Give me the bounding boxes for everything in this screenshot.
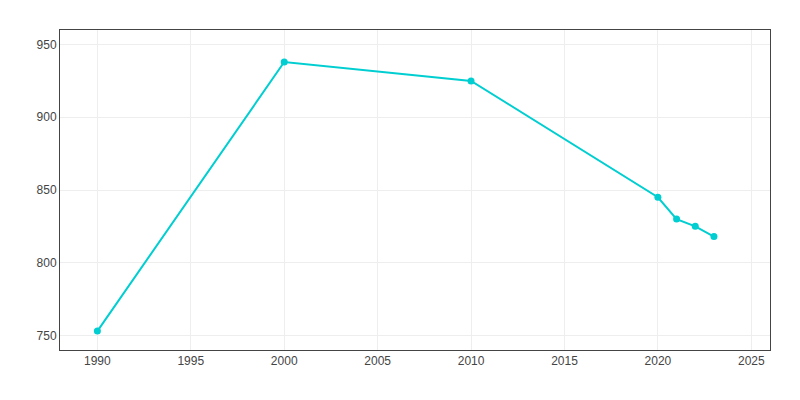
svg-text:2010: 2010: [458, 354, 485, 368]
svg-text:2025: 2025: [738, 354, 765, 368]
svg-text:850: 850: [37, 183, 57, 197]
svg-text:2020: 2020: [645, 354, 672, 368]
svg-text:750: 750: [37, 329, 57, 343]
svg-text:900: 900: [37, 110, 57, 124]
svg-text:1995: 1995: [177, 354, 204, 368]
svg-text:800: 800: [37, 256, 57, 270]
svg-text:2015: 2015: [551, 354, 578, 368]
svg-text:950: 950: [37, 38, 57, 52]
svg-text:2000: 2000: [271, 354, 298, 368]
svg-text:1990: 1990: [84, 354, 111, 368]
svg-text:2005: 2005: [364, 354, 391, 368]
